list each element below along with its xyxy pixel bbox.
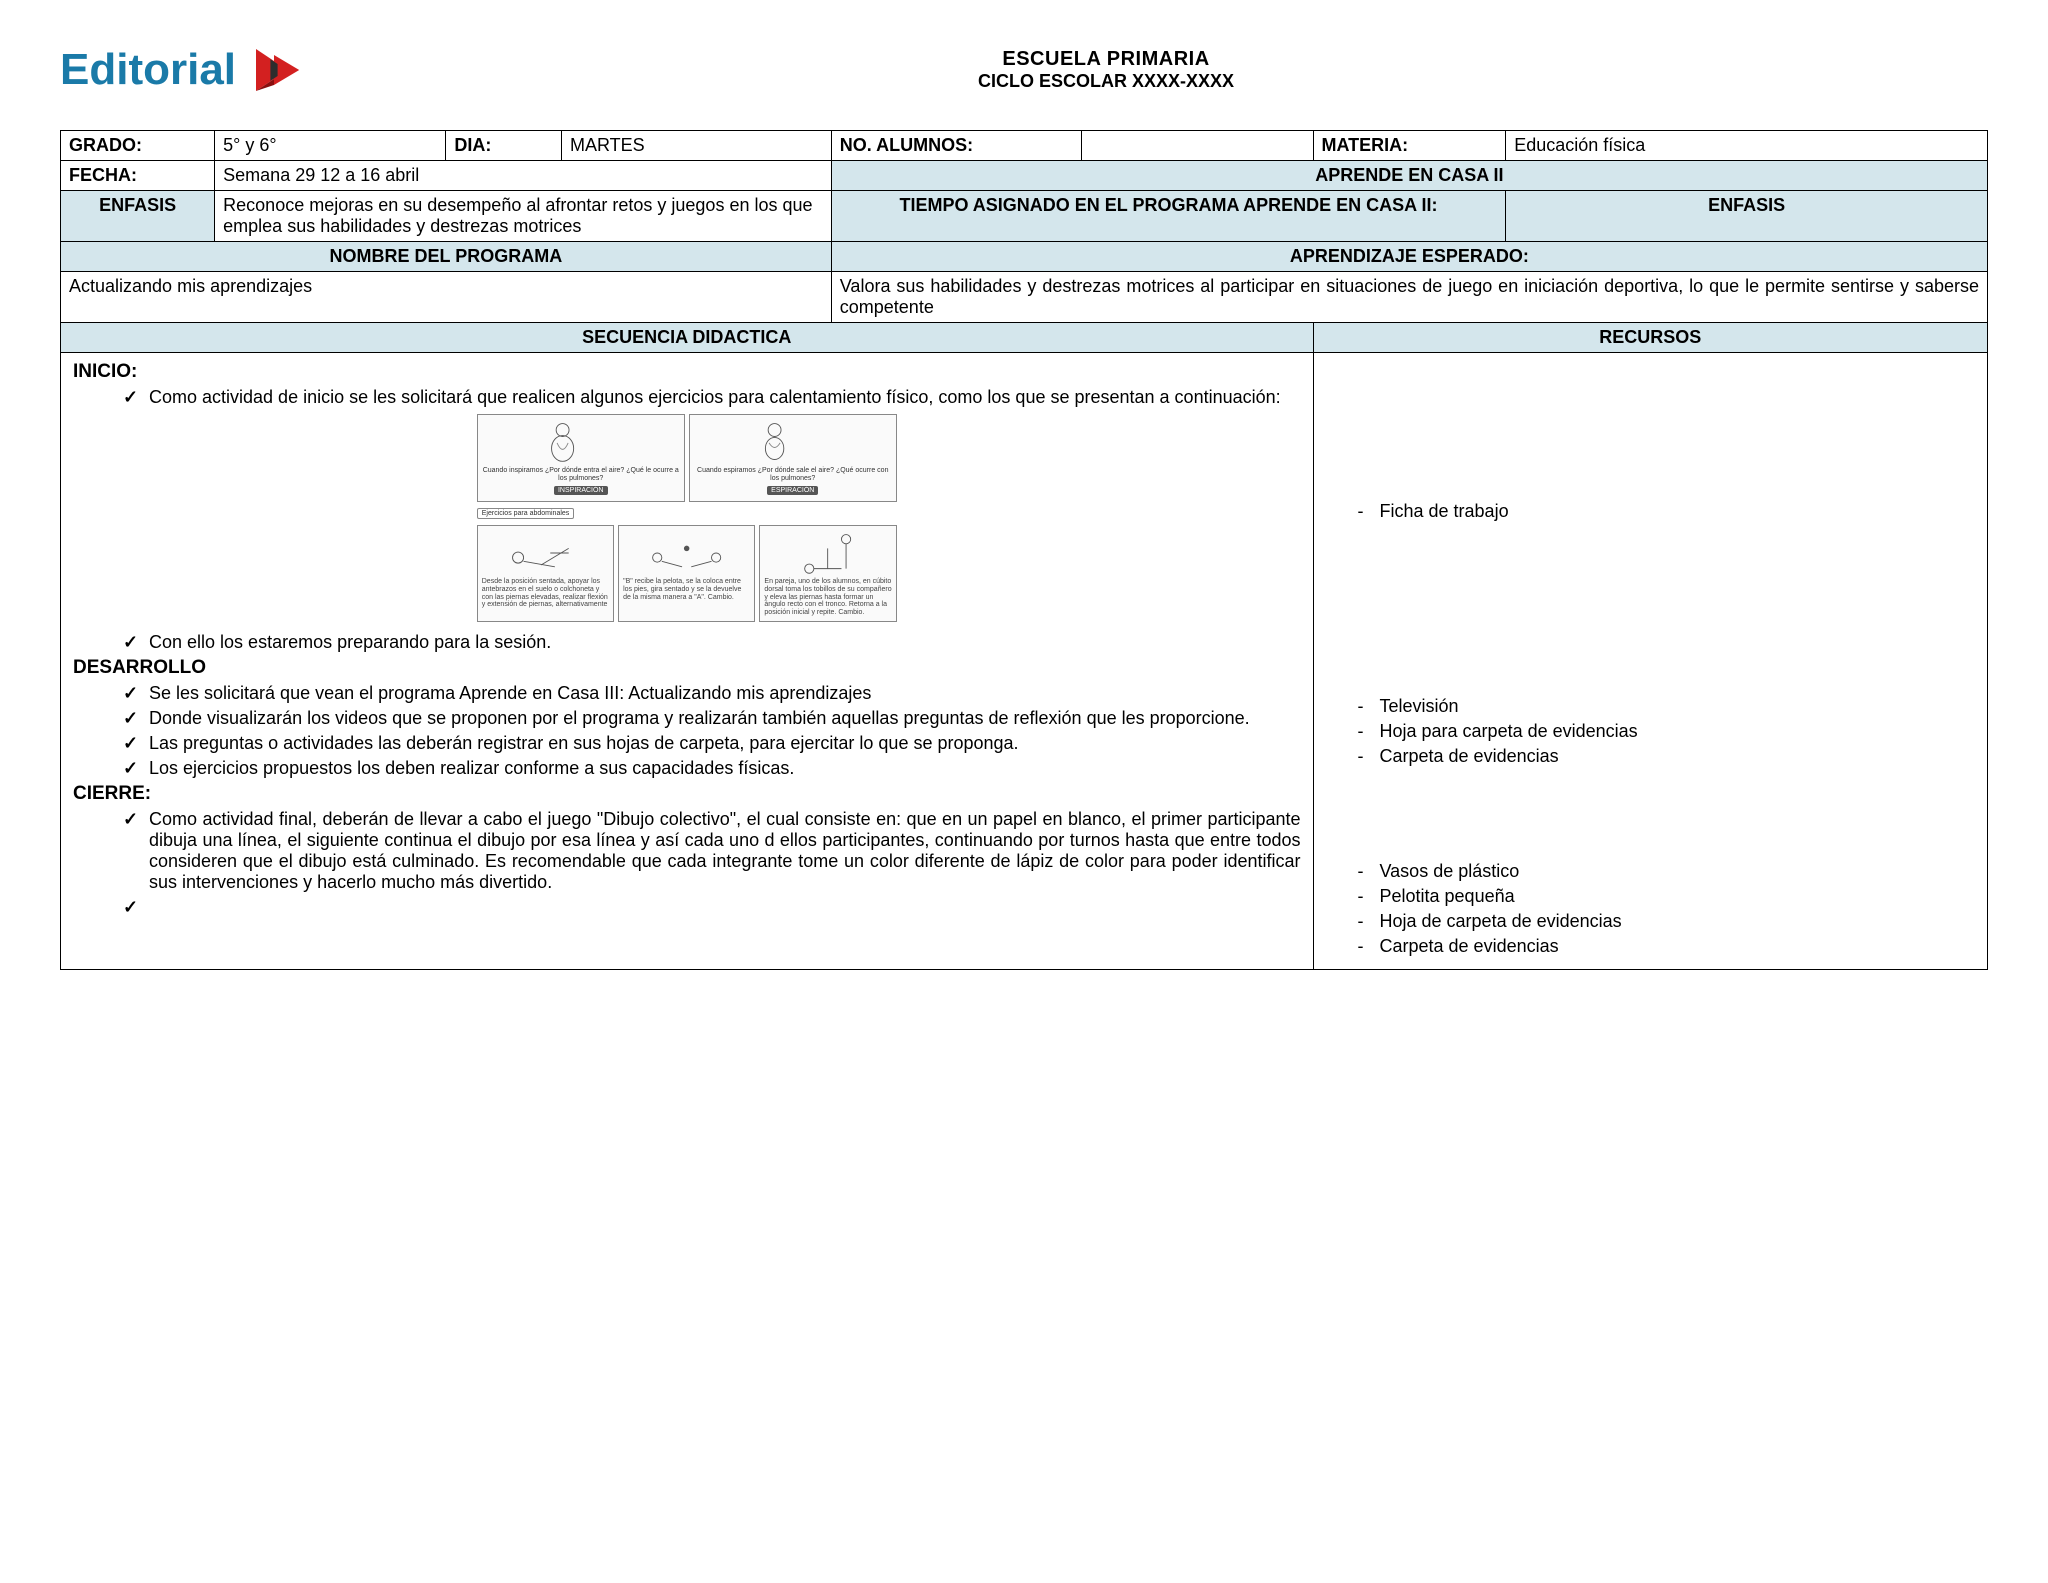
recurso-item: Televisión — [1358, 696, 1974, 717]
panel1-text: Cuando inspiramos ¿Por dónde entra el ai… — [482, 467, 680, 482]
fecha-label: FECHA: — [69, 165, 137, 185]
secuencia-header: SECUENCIA DIDACTICA — [61, 323, 1314, 353]
recurso-item: Vasos de plástico — [1358, 861, 1974, 882]
exercise-figure: Cuando inspiramos ¿Por dónde entra el ai… — [477, 414, 897, 622]
cap-a: Desde la posición sentada, apoyar los an… — [482, 578, 609, 609]
recurso-item: Pelotita pequeña — [1358, 886, 1974, 907]
inicio-item: Con ello los estaremos preparando para l… — [123, 632, 1301, 653]
fecha-value: Semana 29 12 a 16 abril — [215, 161, 832, 191]
no-alumnos-label: NO. ALUMNOS: — [840, 135, 973, 155]
logo: Editorial — [60, 40, 304, 100]
inicio-list-2: Con ello los estaremos preparando para l… — [73, 632, 1301, 653]
recurso-item: Carpeta de evidencias — [1358, 936, 1974, 957]
desarrollo-list: Se les solicitará que vean el programa A… — [73, 683, 1301, 779]
cap-b: "B" recibe la pelota, se la coloca entre… — [623, 578, 750, 601]
enfasis-value: Reconoce mejoras en su desempeño al afro… — [215, 191, 832, 242]
desarrollo-item: Donde visualizarán los videos que se pro… — [123, 708, 1301, 729]
cap-c: En pareja, uno de los alumnos, en cúbito… — [764, 578, 891, 616]
row-body: INICIO: Como actividad de inicio se les … — [61, 353, 1988, 970]
enfasis2-label: ENFASIS — [1506, 191, 1988, 242]
cierre-heading: CIERRE: — [73, 783, 1301, 805]
title-sub: CICLO ESCOLAR XXXX-XXXX — [424, 71, 1788, 92]
inicio-list: Como actividad de inicio se les solicita… — [73, 387, 1301, 408]
desarrollo-item: Se les solicitará que vean el programa A… — [123, 683, 1301, 704]
tiempo-label: TIEMPO ASIGNADO EN EL PROGRAMA APRENDE E… — [831, 191, 1505, 242]
aprendizaje-value: Valora sus habilidades y destrezas motri… — [831, 272, 1987, 323]
inicio-heading: INICIO: — [73, 361, 1301, 383]
dia-label: DIA: — [454, 135, 491, 155]
breathing-in-icon — [482, 419, 680, 465]
abdominal-b-icon — [623, 530, 750, 576]
title-block: ESCUELA PRIMARIA CICLO ESCOLAR XXXX-XXXX — [424, 48, 1788, 92]
panel2-text: Cuando espiramos ¿Por dónde sale el aire… — [694, 467, 892, 482]
lesson-plan-table: GRADO: 5° y 6° DIA: MARTES NO. ALUMNOS: … — [60, 130, 1988, 970]
row-enfasis: ENFASIS Reconoce mejoras en su desempeño… — [61, 191, 1988, 242]
aprende-header: APRENDE EN CASA II — [831, 161, 1987, 191]
row-fecha: FECHA: Semana 29 12 a 16 abril APRENDE E… — [61, 161, 1988, 191]
no-alumnos-value — [1082, 131, 1313, 161]
grado-value: 5° y 6° — [215, 131, 446, 161]
inicio-item: Como actividad de inicio se les solicita… — [123, 387, 1301, 408]
recursos-cell: Ficha de trabajo Televisión Hoja para ca… — [1313, 353, 1988, 970]
row-prog-values: Actualizando mis aprendizajes Valora sus… — [61, 272, 1988, 323]
document-header: Editorial ESCUELA PRIMARIA CICLO ESCOLAR… — [60, 40, 1988, 100]
recurso-item: Carpeta de evidencias — [1358, 746, 1974, 767]
abdominals-strip: Ejercicios para abdominales — [477, 508, 575, 519]
logo-play-icon — [244, 40, 304, 100]
row-grado: GRADO: 5° y 6° DIA: MARTES NO. ALUMNOS: … — [61, 131, 1988, 161]
figure-panel-ab-c: En pareja, uno de los alumnos, en cúbito… — [759, 525, 896, 621]
panel2-strip: ESPIRACIÓN — [767, 486, 818, 495]
recurso-item: Hoja para carpeta de evidencias — [1358, 721, 1974, 742]
nombre-programa-value: Actualizando mis aprendizajes — [61, 272, 832, 323]
recursos-header: RECURSOS — [1313, 323, 1988, 353]
panel1-strip: INSPIRACIÓN — [554, 486, 608, 495]
recursos-cierre-list: Vasos de plástico Pelotita pequeña Hoja … — [1328, 861, 1974, 957]
abdominal-a-icon — [482, 530, 609, 576]
recursos-inicio-list: Ficha de trabajo — [1328, 501, 1974, 522]
cierre-list: Como actividad final, deberán de llevar … — [73, 809, 1301, 893]
recurso-item: Hoja de carpeta de evidencias — [1358, 911, 1974, 932]
materia-label: MATERIA: — [1322, 135, 1409, 155]
row-headers-prog: NOMBRE DEL PROGRAMA APRENDIZAJE ESPERADO… — [61, 242, 1988, 272]
figure-panel-inspiracion: Cuando inspiramos ¿Por dónde entra el ai… — [477, 414, 685, 502]
nombre-programa-header: NOMBRE DEL PROGRAMA — [61, 242, 832, 272]
cierre-item: Como actividad final, deberán de llevar … — [123, 809, 1301, 893]
row-seq-headers: SECUENCIA DIDACTICA RECURSOS — [61, 323, 1988, 353]
dia-value: MARTES — [562, 131, 832, 161]
desarrollo-item: Los ejercicios propuestos los deben real… — [123, 758, 1301, 779]
abdominal-c-icon — [764, 530, 891, 576]
desarrollo-item: Las preguntas o actividades las deberán … — [123, 733, 1301, 754]
figure-panel-ab-a: Desde la posición sentada, apoyar los an… — [477, 525, 614, 621]
title-main: ESCUELA PRIMARIA — [424, 48, 1788, 71]
secuencia-cell: INICIO: Como actividad de inicio se les … — [61, 353, 1314, 970]
logo-text-editorial: Editorial — [60, 45, 236, 95]
materia-value: Educación física — [1506, 131, 1988, 161]
breathing-out-icon — [694, 419, 892, 465]
desarrollo-heading: DESARROLLO — [73, 657, 1301, 679]
figure-panel-espiracion: Cuando espiramos ¿Por dónde sale el aire… — [689, 414, 897, 502]
figure-panel-ab-b: "B" recibe la pelota, se la coloca entre… — [618, 525, 755, 621]
recurso-item: Ficha de trabajo — [1358, 501, 1974, 522]
recursos-desarrollo-list: Televisión Hoja para carpeta de evidenci… — [1328, 696, 1974, 767]
aprendizaje-header: APRENDIZAJE ESPERADO: — [831, 242, 1987, 272]
enfasis-label: ENFASIS — [61, 191, 215, 242]
grado-label: GRADO: — [69, 135, 142, 155]
